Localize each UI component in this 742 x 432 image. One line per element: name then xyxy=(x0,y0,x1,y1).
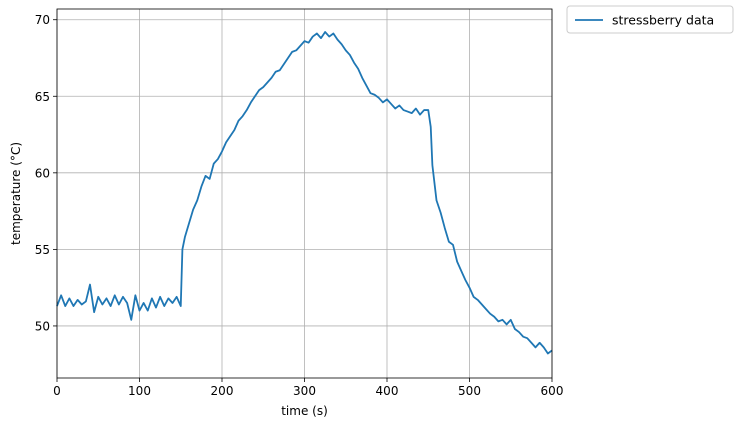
x-tick-label: 300 xyxy=(293,384,316,398)
series-layer xyxy=(56,31,553,355)
y-tick-label: 60 xyxy=(35,166,50,180)
x-tick-label: 500 xyxy=(458,384,481,398)
grid-layer xyxy=(56,9,553,378)
x-tick-label: 100 xyxy=(128,384,151,398)
legend-box xyxy=(566,5,734,34)
tick-layer: 0 100 200 300 400 500 600 50 55 60 65 70 xyxy=(35,13,564,398)
y-tick-label: 70 xyxy=(35,13,50,27)
x-axis-label: time (s) xyxy=(281,404,328,418)
legend: stressberry data xyxy=(566,5,734,34)
y-tick-label: 65 xyxy=(35,90,50,104)
x-tick-label: 600 xyxy=(541,384,564,398)
legend-label-stressberry-data: stressberry data xyxy=(612,13,714,28)
y-tick-label: 50 xyxy=(35,319,50,333)
x-tick-label: 200 xyxy=(211,384,234,398)
series-line-0 xyxy=(56,31,553,355)
x-tick-label: 400 xyxy=(376,384,399,398)
x-tick-label: 0 xyxy=(53,384,61,398)
y-axis-label: temperature (°C) xyxy=(9,142,23,245)
y-tick-label: 55 xyxy=(35,243,50,257)
